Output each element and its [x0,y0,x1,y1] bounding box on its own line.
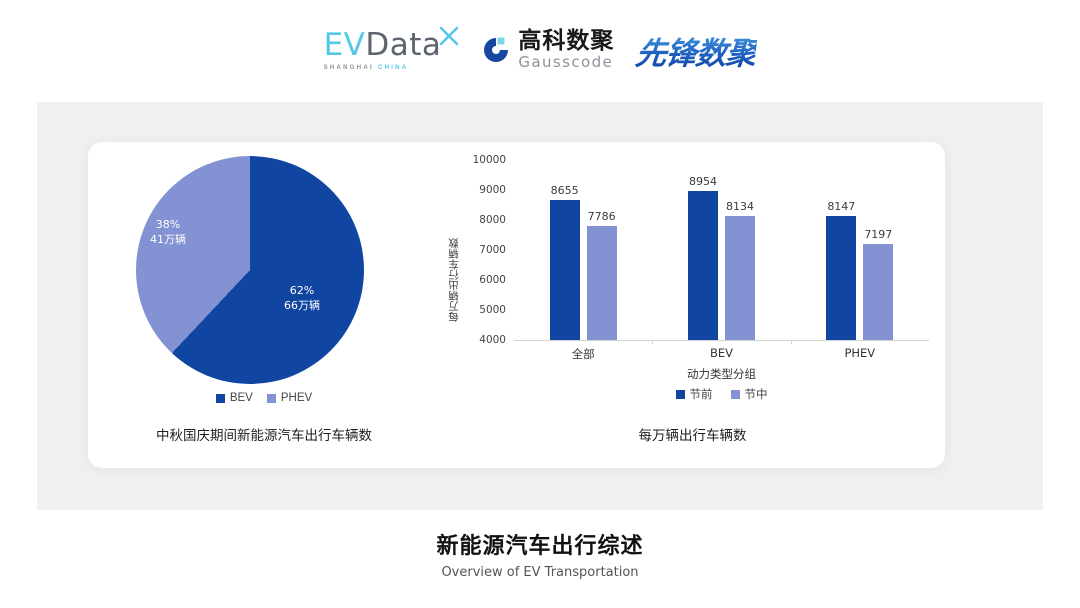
pie-slice-label-phev: 38% 41万辆 [150,218,186,248]
evdata-tagline-city: SHANGHAI [323,64,374,71]
bar-chart-y-ticks: 10000 9000 8000 7000 6000 5000 4000 [460,154,510,346]
bar[interactable]: 8954 [687,175,718,340]
pie-slice-percent-phev: 38% [155,218,181,231]
pie-slice-amount-bev: 66万辆 [284,298,320,312]
evdata-logo: EVData SHANGHAI CHINA [323,26,460,71]
y-tick-label: 10000 [472,154,506,166]
bar[interactable]: 7786 [586,210,617,340]
evdata-data-text: Data [365,26,442,63]
x-tick-label: PHEV [844,346,876,360]
y-tick-label: 4000 [479,334,506,346]
footer: 新能源汽车出行综述 Overview of EV Transportation [0,528,1080,580]
bar-value-label: 8134 [725,199,754,213]
bar-value-label: 7197 [864,228,893,242]
x-tick-label: BEV [709,346,733,360]
gausscode-g-icon [481,35,511,65]
bar-value-label: 7786 [587,210,616,224]
pie-shape [136,156,364,384]
pie-legend-item-phev[interactable]: PHEV [266,392,313,404]
pie-slice-percent-bev: 62% [289,284,315,297]
bar-legend-swatch-before [675,389,685,399]
page-title-en: Overview of EV Transportation [441,565,639,580]
bar-legend-item-during[interactable]: 节中 [730,386,768,402]
bar-chart-x-axis-title: 动力类型分组 [687,367,756,381]
charts-row: 38% 41万辆 62% 66万辆 BEV PHEV 中秋国庆期间新能源 [88,142,945,468]
bar-legend-item-before[interactable]: 节前 [675,386,713,402]
x-axis-divider [652,340,654,344]
pie-legend-item-bev[interactable]: BEV [215,392,253,404]
gausscode-en-name: Gausscode [518,53,614,71]
pie-chart: 38% 41万辆 62% 66万辆 [136,156,364,384]
bar-group: 8655 7786 [514,160,652,340]
bar[interactable]: 8655 [549,184,580,340]
pie-slice-amount-phev: 41万辆 [150,232,186,246]
bar-value-label: 8954 [688,175,717,189]
bar-group: 8954 8134 [652,160,790,340]
evdata-tagline: SHANGHAI CHINA [324,65,409,71]
bar-value-label: 8655 [550,184,579,198]
x-cross-icon [440,26,459,45]
gausscode-cn-name: 高科数聚 [518,28,615,54]
bar[interactable]: 8134 [724,200,755,340]
bar[interactable]: 7197 [863,228,894,340]
xianfeng-logo: 先锋数聚 [634,28,759,73]
pie-chart-title: 中秋国庆期间新能源汽车出行车辆数 [156,428,372,444]
gausscode-text: 高科数聚 Gausscode [518,30,614,70]
pie-legend-swatch-phev [266,393,276,403]
x-axis-divider [790,340,792,344]
pie-chart-block: 38% 41万辆 62% 66万辆 BEV PHEV 中秋国庆期间新能源 [88,142,440,468]
y-tick-label: 9000 [479,184,506,196]
pie-slice-label-bev: 62% 66万辆 [284,284,320,314]
bar-chart-block: 每万辆出行车辆数 10000 9000 8000 7000 6000 5000 4000 8… [440,142,945,468]
bar-legend-swatch-during [730,389,740,399]
bar-chart-plot-area: 8655 7786 全部 8954 8134 BEV 8147 7197 PHEV [514,160,929,361]
evdata-ev-text: EV [323,26,366,63]
bar-legend-label-before: 节前 [689,389,713,401]
bar-group: 8147 7197 [791,160,929,340]
x-tick-label: 全部 [571,347,595,361]
bar-chart-y-axis-title: 每万辆出行车辆数 [448,238,460,322]
bar[interactable]: 8147 [826,200,857,340]
logo-bar: EVData SHANGHAI CHINA 高科数聚 Gausscode 先锋数… [0,0,1080,100]
bar-chart: 每万辆出行车辆数 10000 9000 8000 7000 6000 5000 4000 8… [444,154,944,402]
y-tick-label: 8000 [479,214,506,226]
bar-value-label: 8147 [827,199,856,213]
gausscode-logo: 高科数聚 Gausscode [481,30,614,70]
charts-card: 38% 41万辆 62% 66万辆 BEV PHEV 中秋国庆期间新能源 [88,142,945,468]
y-tick-label: 5000 [479,304,506,316]
pie-legend-swatch-bev [215,393,225,403]
bar-chart-title: 每万辆出行车辆数 [638,428,747,444]
pie-legend-label-phev: PHEV [280,392,313,404]
evdata-wordmark: EVData [323,26,442,63]
bar-legend-label-during: 节中 [744,389,768,401]
evdata-tagline-country: CHINA [377,64,409,71]
pie-legend: BEV PHEV [88,392,440,404]
y-tick-label: 6000 [479,274,506,286]
bar-chart-legend: 节前 节中 [514,386,929,402]
page-title-cn: 新能源汽车出行综述 [436,534,644,559]
pie-legend-label-bev: BEV [229,392,253,404]
y-tick-label: 7000 [479,244,506,256]
